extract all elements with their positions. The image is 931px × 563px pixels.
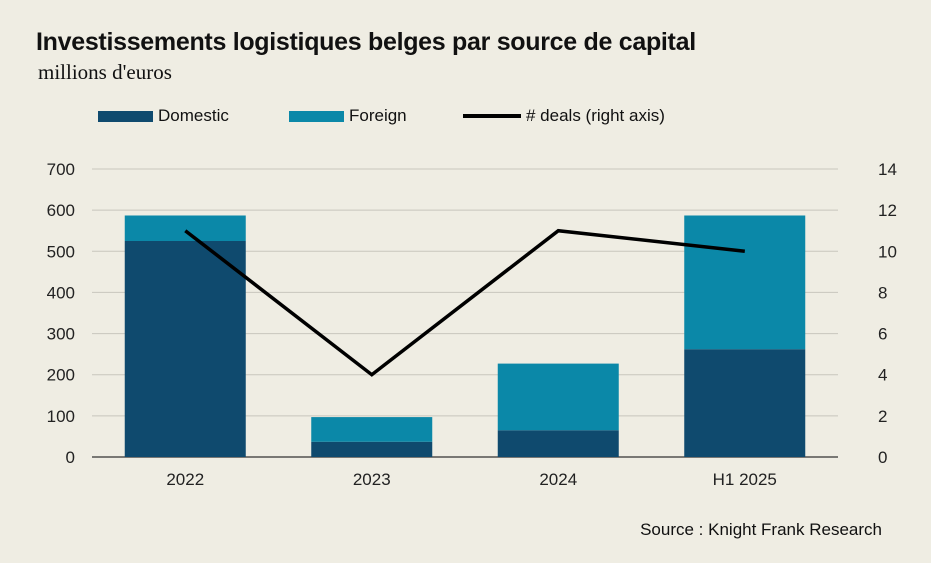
x-tick-label: 2023 [353, 470, 391, 489]
y-tick-label: 100 [47, 407, 75, 426]
bar-foreign-h1-2025 [684, 215, 806, 350]
y2-tick-label: 6 [878, 325, 887, 344]
y2-tick-label: 0 [878, 448, 887, 467]
y-tick-label: 400 [47, 283, 75, 302]
y-tick-label: 700 [47, 160, 75, 179]
y2-tick-label: 4 [878, 366, 887, 385]
bar-foreign-2022 [124, 215, 246, 241]
source-note: Source : Knight Frank Research [640, 520, 882, 539]
bar-foreign-2024 [497, 363, 619, 431]
legend-swatch-foreign [289, 110, 344, 122]
bar-foreign-2023 [311, 417, 433, 442]
chart-title: Investissements logistiques belges par s… [36, 28, 696, 56]
legend-deals: # deals (right axis) [463, 106, 665, 126]
bar-domestic-h1-2025 [684, 349, 806, 457]
y2-tick-label: 2 [878, 407, 887, 426]
y2-tick-label: 12 [878, 201, 897, 220]
x-tick-label: H1 2025 [713, 470, 777, 489]
legend-foreign: Foreign [289, 106, 407, 126]
deals-line [184, 228, 745, 377]
legend-label-foreign: Foreign [349, 106, 407, 125]
y-tick-label: 600 [47, 201, 75, 220]
legend-domestic: Domestic [98, 106, 229, 126]
bar-domestic-2022 [124, 241, 246, 457]
y-tick-label: 0 [66, 448, 75, 467]
x-tick-label: 2024 [539, 470, 577, 489]
bar-domestic-2023 [311, 441, 433, 457]
y2-tick-label: 8 [878, 283, 887, 302]
y-tick-label: 200 [47, 366, 75, 385]
legend-swatch-domestic [98, 110, 153, 122]
y2-tick-label: 10 [878, 242, 897, 261]
legend-label-domestic: Domestic [158, 106, 229, 125]
legend-swatch-deals [463, 114, 521, 118]
y-tick-label: 500 [47, 242, 75, 261]
y2-tick-label: 14 [878, 160, 897, 179]
x-tick-label: 2022 [166, 470, 204, 489]
y-tick-label: 300 [47, 325, 75, 344]
chart-subtitle: millions d'euros [38, 60, 172, 84]
legend-label-deals: # deals (right axis) [526, 106, 665, 125]
legend: Domestic Foreign # deals (right axis) [0, 106, 931, 130]
bar-domestic-2024 [497, 430, 619, 457]
